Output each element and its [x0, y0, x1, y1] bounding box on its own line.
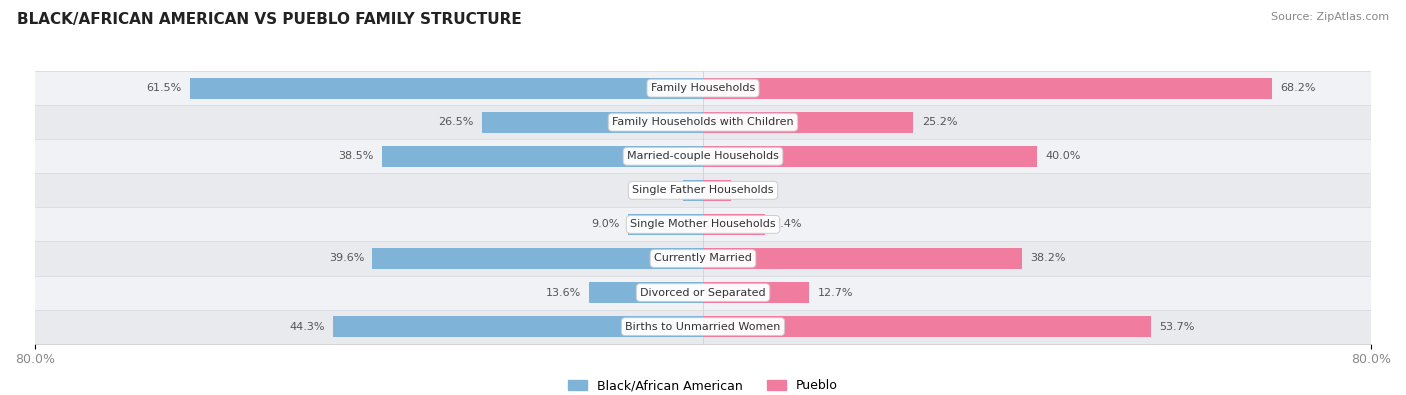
Text: Family Households: Family Households	[651, 83, 755, 93]
Bar	[35, 276, 1371, 310]
Bar	[589, 282, 703, 303]
Bar	[35, 241, 1371, 276]
Text: 53.7%: 53.7%	[1160, 322, 1195, 332]
Text: 44.3%: 44.3%	[290, 322, 325, 332]
Text: 61.5%: 61.5%	[146, 83, 181, 93]
Text: 7.4%: 7.4%	[773, 219, 801, 229]
Bar	[703, 77, 1272, 99]
Legend: Black/African American, Pueblo: Black/African American, Pueblo	[562, 374, 844, 395]
Text: 12.7%: 12.7%	[817, 288, 853, 297]
Bar	[703, 248, 1022, 269]
Bar	[628, 214, 703, 235]
Text: Source: ZipAtlas.com: Source: ZipAtlas.com	[1271, 12, 1389, 22]
Bar	[703, 282, 808, 303]
Text: Divorced or Separated: Divorced or Separated	[640, 288, 766, 297]
Bar	[683, 180, 703, 201]
Text: Single Father Households: Single Father Households	[633, 185, 773, 196]
Text: Births to Unmarried Women: Births to Unmarried Women	[626, 322, 780, 332]
Text: Single Mother Households: Single Mother Households	[630, 219, 776, 229]
Bar	[703, 316, 1152, 337]
Bar	[333, 316, 703, 337]
Text: Married-couple Households: Married-couple Households	[627, 151, 779, 161]
Text: 13.6%: 13.6%	[546, 288, 581, 297]
Bar	[35, 71, 1371, 105]
Text: 2.4%: 2.4%	[647, 185, 675, 196]
Text: 26.5%: 26.5%	[439, 117, 474, 127]
Text: 38.2%: 38.2%	[1031, 254, 1066, 263]
Text: Currently Married: Currently Married	[654, 254, 752, 263]
Text: 25.2%: 25.2%	[922, 117, 957, 127]
Text: 38.5%: 38.5%	[337, 151, 373, 161]
Bar	[482, 112, 703, 133]
Bar	[190, 77, 703, 99]
Bar	[703, 214, 765, 235]
Bar	[35, 105, 1371, 139]
Text: Family Households with Children: Family Households with Children	[612, 117, 794, 127]
Text: 3.3%: 3.3%	[740, 185, 768, 196]
Text: 40.0%: 40.0%	[1045, 151, 1081, 161]
Bar	[35, 207, 1371, 241]
Text: BLACK/AFRICAN AMERICAN VS PUEBLO FAMILY STRUCTURE: BLACK/AFRICAN AMERICAN VS PUEBLO FAMILY …	[17, 12, 522, 27]
Bar	[35, 173, 1371, 207]
Bar	[381, 146, 703, 167]
Bar	[35, 139, 1371, 173]
Bar	[703, 180, 731, 201]
Bar	[703, 146, 1036, 167]
Bar	[703, 112, 914, 133]
Text: 68.2%: 68.2%	[1281, 83, 1316, 93]
Bar	[35, 310, 1371, 344]
Text: 39.6%: 39.6%	[329, 254, 364, 263]
Text: 9.0%: 9.0%	[591, 219, 620, 229]
Bar	[373, 248, 703, 269]
